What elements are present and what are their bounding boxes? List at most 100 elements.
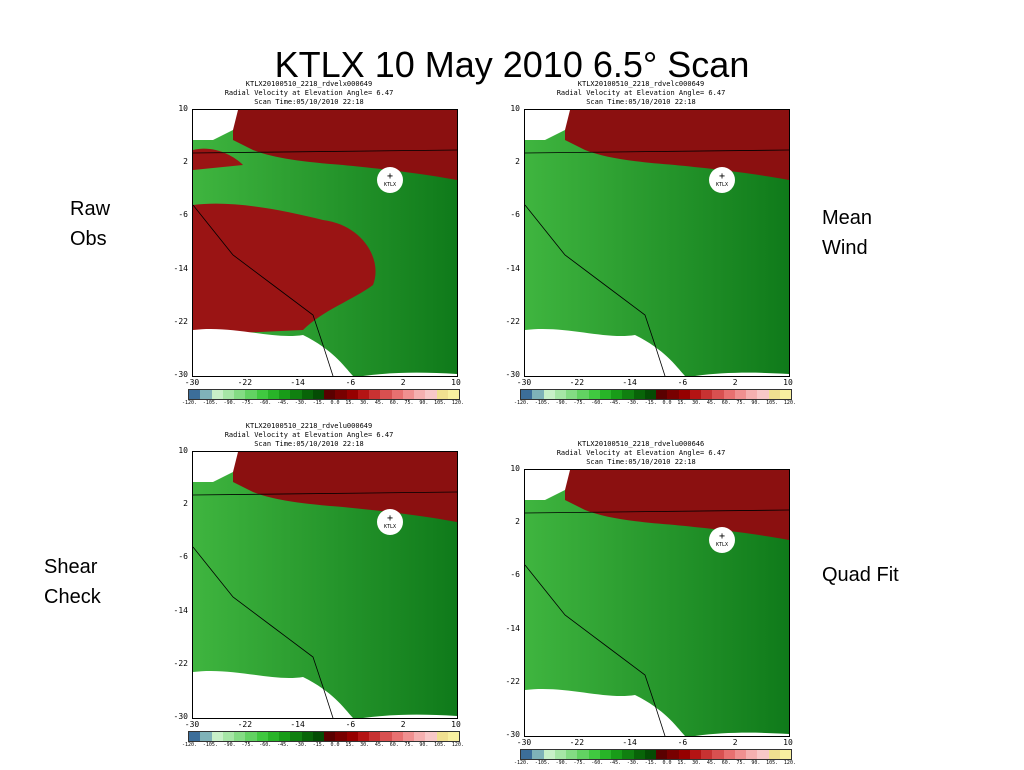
panel-header: KTLX20100510_2218_rdvelc000649 Radial Vel… (496, 80, 786, 107)
colorbar-swatch (689, 390, 701, 399)
colorbar-tick-label: 45. (706, 760, 716, 766)
x-tick-label: -6 (677, 378, 688, 387)
y-tick-label: -6 (510, 210, 520, 220)
colorbar-swatch (447, 732, 459, 741)
colorbar-swatch (234, 732, 246, 741)
panel-header-line: KTLX20100510_2218_rdvelc000649 (577, 80, 705, 88)
colorbar-swatch (189, 732, 201, 741)
y-tick-label: -22 (173, 316, 188, 326)
panel-header-line: Scan Time:05/10/2010 22:18 (254, 440, 364, 448)
radar-panel-raw: KTLX20100510_2218_rdvelx000649 Radial Vel… (164, 80, 464, 410)
colorbar-tick-label: -120. (182, 400, 198, 406)
colorbar-tick-label: -45. (609, 400, 622, 406)
label-mean-line1: Mean (822, 207, 873, 229)
colorbar-tick-label: 120. (451, 400, 464, 406)
radar-site-marker: + KTLX (709, 527, 735, 553)
velocity-colorbar (520, 389, 792, 400)
colorbar-swatch (312, 390, 324, 399)
x-tick-label: -14 (622, 738, 637, 747)
colorbar-swatch (644, 390, 656, 399)
radar-site-cross-icon: + (386, 513, 394, 524)
x-tick-label: 2 (732, 378, 738, 387)
colorbar-labels: -120. -105. -90. -75. -60. -45. -30. -15. 0.0 15.… (514, 400, 796, 406)
colorbar-swatch (414, 732, 426, 741)
panel-header-line: Scan Time:05/10/2010 22:18 (586, 458, 696, 466)
colorbar-tick-label: -105. (202, 400, 218, 406)
label-mean-wind: Mean Wind (822, 203, 872, 263)
colorbar-swatch (267, 390, 279, 399)
colorbar-swatch (245, 732, 257, 741)
y-tick-label: -14 (505, 263, 520, 273)
colorbar-swatch (588, 750, 600, 759)
y-tick-label: 2 (183, 499, 188, 509)
colorbar-swatch (622, 750, 634, 759)
label-shear-line1: Shear (44, 556, 98, 578)
y-tick-label: 10 (510, 104, 520, 113)
radar-site-label: KTLX (383, 524, 397, 530)
colorbar-swatch (622, 390, 634, 399)
colorbar-swatch (746, 390, 758, 399)
colorbar-swatch (656, 390, 668, 399)
colorbar-swatch (701, 390, 713, 399)
x-tick-label: -14 (622, 378, 637, 387)
colorbar-tick-label: -45. (609, 760, 622, 766)
velocity-plot (192, 451, 458, 719)
colorbar-labels: -120. -105. -90. -75. -60. -45. -30. -15. 0.0 15.… (514, 760, 796, 766)
colorbar-swatch (667, 750, 679, 759)
colorbar-swatch (256, 390, 268, 399)
colorbar-swatch (656, 750, 668, 759)
y-tick-label: 10 (178, 104, 188, 113)
colorbar-tick-label: 15. (677, 760, 687, 766)
x-tick-label: -30 (516, 378, 532, 387)
colorbar-swatch (200, 732, 212, 741)
colorbar-tick-label: -45. (277, 742, 290, 748)
colorbar-tick-label: 45. (706, 400, 716, 406)
colorbar-swatch (436, 390, 448, 399)
colorbar-swatch (611, 390, 623, 399)
colorbar-swatch (279, 732, 291, 741)
colorbar-tick-label: -105. (534, 400, 550, 406)
colorbar-tick-label: 15. (677, 400, 687, 406)
colorbar-tick-label: 45. (374, 742, 384, 748)
y-tick-label: -6 (178, 210, 188, 220)
x-tick-label: -30 (516, 738, 532, 747)
colorbar-swatch (391, 390, 403, 399)
colorbar-swatch (667, 390, 679, 399)
panel-header-line: Radial Velocity at Elevation Angle= 6.47 (224, 431, 394, 439)
colorbar-tick-label: -15. (312, 742, 325, 748)
x-tick-label: 2 (732, 738, 738, 747)
colorbar-swatch (335, 732, 347, 741)
colorbar-swatch (335, 390, 347, 399)
colorbar-tick-label: 0.0 (662, 400, 672, 406)
colorbar-tick-label: 120. (783, 400, 796, 406)
radar-panel-mean: KTLX20100510_2218_rdvelc000649 Radial Vel… (496, 80, 796, 410)
colorbar-swatch (234, 390, 246, 399)
y-tick-label: -22 (505, 676, 520, 686)
colorbar-tick-label: 30. (692, 760, 702, 766)
colorbar-labels: -120. -105. -90. -75. -60. -45. -30. -15. 0.0 15.… (182, 400, 464, 406)
colorbar-swatch (678, 390, 690, 399)
x-tick-label: -22 (237, 720, 253, 729)
colorbar-tick-label: -15. (644, 760, 657, 766)
colorbar-tick-label: -105. (534, 760, 550, 766)
colorbar-swatch (689, 750, 701, 759)
colorbar-swatch (734, 390, 746, 399)
y-tick-label: 10 (510, 464, 520, 473)
colorbar-swatch (436, 732, 448, 741)
colorbar-tick-label: -30. (626, 760, 639, 766)
label-raw-line1: Raw (70, 198, 111, 220)
panel-header-line: Scan Time:05/10/2010 22:18 (586, 98, 696, 106)
colorbar-swatch (357, 390, 369, 399)
colorbar-swatch (425, 390, 437, 399)
colorbar-swatch (577, 750, 589, 759)
colorbar-swatch (346, 390, 358, 399)
colorbar-tick-label: 15. (345, 400, 355, 406)
colorbar-swatch (391, 732, 403, 741)
colorbar-swatch (588, 390, 600, 399)
label-raw-obs: Raw Obs (70, 194, 110, 254)
radar-site-cross-icon: + (386, 171, 394, 182)
radar-site-marker: + KTLX (377, 509, 403, 535)
colorbar-swatch (447, 390, 459, 399)
colorbar-tick-label: -45. (277, 400, 290, 406)
colorbar-tick-label: -90. (555, 760, 568, 766)
